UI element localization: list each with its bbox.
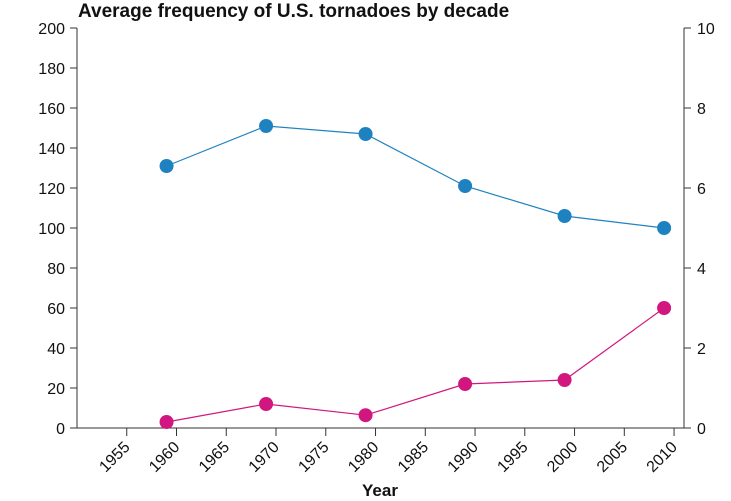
series-layer (159, 119, 672, 429)
series-line-0 (166, 125, 665, 229)
x-tick-label: 1995 (494, 439, 531, 476)
series-line-1 (166, 307, 665, 423)
y-tick-label: 80 (47, 261, 65, 278)
x-tick-label: 2010 (644, 439, 681, 476)
y2-tick-label: 0 (697, 421, 706, 438)
x-tick-label: 1975 (295, 439, 332, 476)
y2-tick-label: 6 (697, 181, 706, 198)
right-y-ticks: 0 2 4 6 8 10 (684, 21, 715, 438)
y2-tick-label: 10 (697, 21, 715, 38)
y-tick-label: 120 (38, 181, 65, 198)
series-0-point (358, 127, 373, 141)
x-tick-label: 1980 (345, 439, 382, 476)
series-1-point (557, 373, 572, 387)
x-tick-label: 1965 (196, 439, 233, 476)
left-y-ticks: 0 20 40 60 80 100 120 140 160 180 200 (38, 21, 77, 438)
chart-title: Average frequency of U.S. tornadoes by d… (78, 1, 509, 22)
y-tick-label: 40 (47, 341, 65, 358)
y-tick-label: 180 (38, 61, 65, 78)
y-tick-label: 160 (38, 101, 65, 118)
y2-tick-label: 4 (697, 261, 706, 278)
series-0-point (557, 209, 572, 223)
x-tick-label: 1955 (96, 439, 133, 476)
y-tick-label: 0 (56, 421, 65, 438)
y-tick-label: 140 (38, 141, 65, 158)
series-1-point (458, 377, 473, 391)
series-1-point (358, 408, 373, 423)
x-tick-label: 1970 (246, 439, 283, 476)
x-tick-label: 1985 (395, 439, 432, 476)
x-tick-label: 1960 (146, 439, 183, 476)
x-ticks: 1955 1960 1965 1970 1975 1980 1985 1990 1995 2000… (96, 428, 681, 476)
series-0-point (259, 119, 274, 133)
x-tick-label: 1990 (445, 439, 482, 476)
y-tick-label: 60 (47, 301, 65, 318)
y-tick-label: 20 (47, 381, 65, 398)
y2-tick-label: 8 (697, 101, 706, 118)
x-tick-label: 2005 (594, 439, 631, 476)
y-tick-label: 100 (38, 221, 65, 238)
series-1-point (159, 415, 174, 429)
series-0-point (159, 159, 174, 173)
x-tick-label: 2000 (544, 439, 581, 476)
series-0-point (657, 221, 672, 235)
series-1-point (657, 301, 672, 315)
series-0-point (458, 179, 473, 193)
x-axis-label: Year (362, 481, 398, 500)
y-tick-label: 200 (38, 21, 65, 38)
y2-tick-label: 2 (697, 341, 706, 358)
series-1-point (259, 397, 274, 411)
